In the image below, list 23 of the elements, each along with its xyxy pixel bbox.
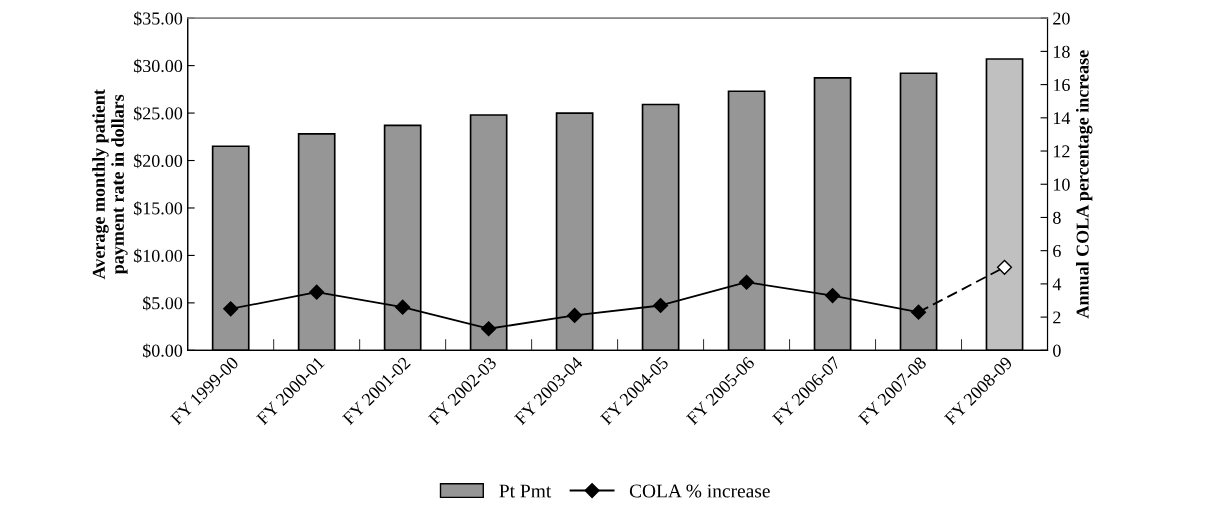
y-tick-label: $25.00: [133, 106, 183, 121]
y-tick-label: $15.00: [133, 201, 183, 216]
y2-tick-label: 8: [1053, 211, 1061, 224]
y2-tick-label: 6: [1053, 244, 1061, 258]
y-axis-title: Average monthly patient payment rate in dollars: [92, 89, 128, 280]
y2-tick-label: 14: [1053, 112, 1071, 125]
y-tick-label: $20.00: [133, 153, 183, 169]
y2-tick-label: 2: [1053, 311, 1061, 324]
y-tick-label: $5.00: [142, 296, 183, 311]
y2-axis-title: Annual COLA percentage increase: [1075, 50, 1093, 319]
legend-label: Pt Pmt: [499, 484, 552, 498]
y-tick-label: $30.00: [133, 58, 183, 74]
y-tick-label: $10.00: [133, 248, 183, 264]
y2-tick-label: 18: [1053, 45, 1070, 58]
legend-label: COLA % increase: [629, 484, 770, 498]
y2-tick-label: 0: [1053, 344, 1061, 357]
y2-tick-label: 12: [1053, 145, 1070, 158]
y2-tick-label: 20: [1053, 12, 1070, 25]
y-tick-label: $35.00: [133, 11, 183, 26]
y2-tick-label: 4: [1052, 278, 1062, 291]
y2-tick-label: 10: [1053, 178, 1070, 191]
y2-tick-label: 16: [1053, 78, 1070, 92]
y-tick-label: $0.00: [142, 343, 183, 358]
